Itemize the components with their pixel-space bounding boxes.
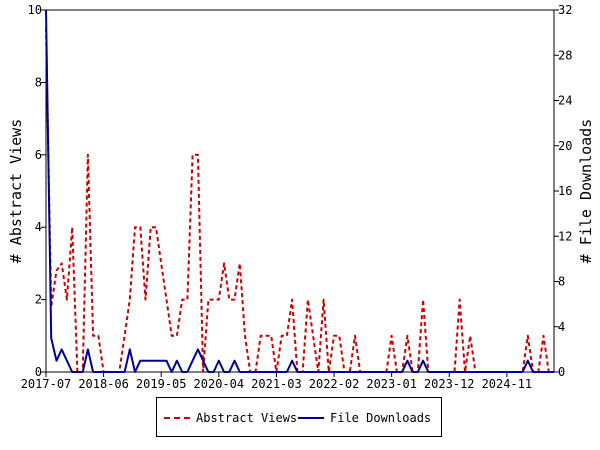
y-right-tick-label: 24 xyxy=(558,94,572,108)
y-left-tick-label: 0 xyxy=(35,365,42,379)
y-right-axis-title: # File Downloads xyxy=(577,119,595,264)
legend-item-file-downloads: File Downloads xyxy=(298,411,431,425)
y-left-tick-label: 8 xyxy=(35,75,42,89)
y-right-tick-label: 8 xyxy=(558,275,565,289)
y-right-tick-label: 20 xyxy=(558,139,572,153)
legend-swatch-abstract-views xyxy=(164,417,190,419)
y-left-tick-label: 10 xyxy=(28,3,42,17)
y-left-tick-label: 2 xyxy=(35,293,42,307)
y-right-tick-label: 28 xyxy=(558,48,572,62)
x-tick-label: 2017-07 xyxy=(21,377,72,391)
legend-swatch-file-downloads xyxy=(298,417,324,419)
series-line-abstract-views xyxy=(45,28,554,373)
x-tick-label: 2018-06 xyxy=(78,377,129,391)
legend-item-abstract-views: Abstract Views xyxy=(164,411,297,425)
x-tick-label: 2019-05 xyxy=(136,377,187,391)
plot-frame xyxy=(45,9,555,373)
x-tick-label: 2023-12 xyxy=(424,377,475,391)
y-right-tick-label: 32 xyxy=(558,3,572,17)
y-right-tick-label: 4 xyxy=(558,320,565,334)
x-tick-label: 2020-04 xyxy=(194,377,245,391)
legend-label-abstract-views: Abstract Views xyxy=(196,411,298,425)
y-left-tick-label: 4 xyxy=(35,220,42,234)
legend: Abstract Views File Downloads xyxy=(156,397,442,437)
y-right-tick-label: 12 xyxy=(558,229,572,243)
x-tick-label: 2021-03 xyxy=(251,377,302,391)
x-tick-label: 2024-11 xyxy=(482,377,533,391)
y-left-tick-label: 6 xyxy=(35,148,42,162)
x-tick-label: 2023-01 xyxy=(366,377,417,391)
x-tick-label: 2022-02 xyxy=(309,377,360,391)
y-right-tick-label: 0 xyxy=(558,365,565,379)
legend-label-file-downloads: File Downloads xyxy=(330,411,432,425)
y-right-tick-label: 16 xyxy=(558,184,572,198)
series-line-file-downloads xyxy=(45,9,554,373)
y-left-axis-title: # Abstract Views xyxy=(7,119,25,264)
